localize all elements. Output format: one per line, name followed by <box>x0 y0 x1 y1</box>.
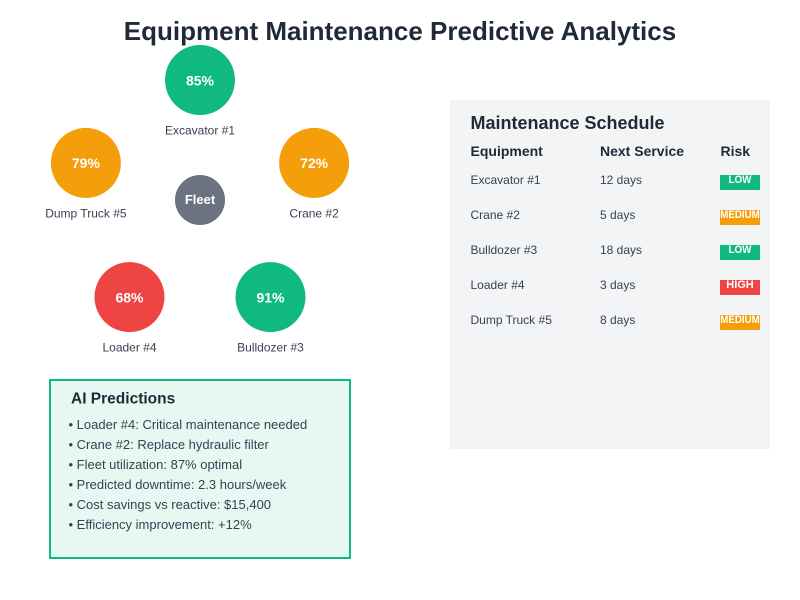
svg-text:LOW: LOW <box>729 174 753 186</box>
svg-text:Excavator #1: Excavator #1 <box>165 123 235 137</box>
svg-text:Maintenance Schedule: Maintenance Schedule <box>471 113 665 133</box>
svg-text:• Loader #4: Critical maintena: • Loader #4: Critical maintenance needed <box>69 417 308 432</box>
svg-text:3 days: 3 days <box>600 278 635 292</box>
svg-text:• Efficiency improvement: +12%: • Efficiency improvement: +12% <box>69 517 253 532</box>
svg-text:• Predicted downtime: 2.3 hour: • Predicted downtime: 2.3 hours/week <box>69 477 287 492</box>
svg-text:Bulldozer #3: Bulldozer #3 <box>471 243 538 257</box>
svg-text:91%: 91% <box>256 290 285 306</box>
svg-text:Next Service: Next Service <box>600 143 684 159</box>
svg-text:18 days: 18 days <box>600 243 642 257</box>
svg-text:Equipment: Equipment <box>471 143 544 159</box>
svg-text:• Fleet utilization: 87% optim: • Fleet utilization: 87% optimal <box>69 457 243 472</box>
svg-text:Dump Truck #5: Dump Truck #5 <box>45 207 127 221</box>
svg-text:• Cost savings vs reactive: $1: • Cost savings vs reactive: $15,400 <box>69 497 272 512</box>
svg-text:72%: 72% <box>300 155 329 171</box>
svg-text:Bulldozer #3: Bulldozer #3 <box>237 340 304 354</box>
svg-text:MEDIUM: MEDIUM <box>720 209 760 221</box>
svg-text:• Crane #2: Replace hydraulic: • Crane #2: Replace hydraulic filter <box>69 437 270 452</box>
svg-text:HIGH: HIGH <box>726 279 754 291</box>
svg-text:Fleet: Fleet <box>185 192 216 207</box>
svg-text:Crane #2: Crane #2 <box>471 208 521 222</box>
svg-text:79%: 79% <box>72 155 101 171</box>
svg-text:Equipment Maintenance Predicti: Equipment Maintenance Predictive Analyti… <box>124 16 676 46</box>
svg-text:Risk: Risk <box>721 143 751 159</box>
svg-text:MEDIUM: MEDIUM <box>720 314 760 326</box>
svg-text:8 days: 8 days <box>600 313 635 327</box>
svg-text:Crane #2: Crane #2 <box>289 207 339 221</box>
svg-text:68%: 68% <box>115 290 144 306</box>
svg-text:Loader #4: Loader #4 <box>471 278 525 292</box>
svg-text:12 days: 12 days <box>600 173 642 187</box>
svg-text:Loader #4: Loader #4 <box>102 340 156 354</box>
svg-text:Dump Truck #5: Dump Truck #5 <box>471 313 553 327</box>
svg-text:85%: 85% <box>186 72 215 88</box>
svg-text:LOW: LOW <box>729 244 753 256</box>
svg-text:Excavator #1: Excavator #1 <box>471 173 541 187</box>
svg-text:5 days: 5 days <box>600 208 635 222</box>
svg-text:AI Predictions: AI Predictions <box>71 390 175 407</box>
